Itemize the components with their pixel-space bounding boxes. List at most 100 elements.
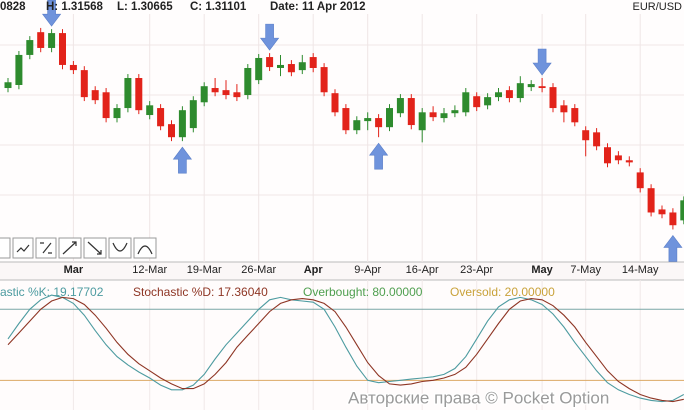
symbol: EUR/USD (632, 1, 682, 13)
candle-body (287, 64, 295, 73)
candle-body (189, 100, 197, 129)
tool-button[interactable] (108, 237, 132, 259)
candle-body (429, 112, 437, 118)
candle-body (124, 78, 132, 109)
x-tick-label: 23-Apr (460, 264, 493, 276)
price-grid (0, 44, 684, 196)
candle-body (244, 67, 252, 96)
candle-body (462, 92, 470, 113)
candle-body (277, 64, 284, 68)
candle-body (80, 70, 88, 98)
tool-button[interactable] (35, 237, 57, 259)
candle-body (680, 200, 684, 221)
tool-icon (40, 242, 52, 254)
signal-arrow (532, 48, 552, 76)
header-date: Date: 11 Apr 2012 (270, 1, 365, 13)
candle-body (625, 160, 633, 163)
tool-icon (16, 244, 30, 253)
candle-body (102, 92, 110, 119)
tool-button[interactable] (133, 237, 157, 259)
candle-body (113, 108, 121, 119)
candle-body (473, 96, 481, 108)
legend-entry: Overbought: 80.00000 (303, 285, 423, 299)
candle-body (604, 147, 611, 164)
tool-icon (112, 242, 128, 252)
watermark: Авторские права © Pocket Option (348, 388, 609, 407)
candle-body (48, 33, 56, 48)
signal-arrow (172, 146, 192, 174)
stochastic-line (7, 294, 684, 403)
tool-button[interactable] (12, 237, 34, 259)
candle-body (538, 86, 546, 89)
candle-body (669, 212, 677, 226)
candle-body (298, 62, 306, 71)
toolbar (0, 237, 157, 259)
candle-body (593, 132, 601, 147)
candle-body (364, 118, 372, 122)
x-tick-label: Mar (64, 264, 84, 276)
legend-entry: astic %K: 19.17702 (0, 285, 104, 299)
x-tick-label: 26-Mar (241, 264, 276, 276)
candle-body (200, 86, 208, 103)
candle-body (375, 118, 383, 128)
candle-body (69, 64, 77, 71)
candle-body (451, 110, 459, 114)
x-tick-label: May (531, 264, 553, 276)
candle-body (396, 98, 404, 114)
candle-body (527, 84, 535, 88)
tool-icon (87, 241, 102, 255)
candle-body (4, 82, 12, 89)
candle-body (320, 67, 328, 93)
tool-button[interactable] (0, 237, 11, 259)
header-open: 0828 (0, 1, 26, 13)
x-tick-label: 16-Apr (406, 264, 439, 276)
candle-body (15, 54, 23, 85)
x-tick-label: 9-Apr (354, 264, 381, 276)
candle-body (353, 120, 361, 131)
x-tick-label: 7-May (570, 264, 601, 276)
candle-body (91, 90, 99, 101)
candle-body (386, 108, 393, 128)
candle-body (658, 209, 666, 215)
candle-body (614, 155, 622, 161)
date-axis (0, 262, 684, 280)
candle-body (636, 172, 644, 189)
x-tick-label: 19-Mar (187, 264, 222, 276)
candle-body (233, 92, 241, 98)
candle-body (495, 92, 502, 98)
x-tick-label: 14-May (622, 264, 659, 276)
legend-entry: Oversold: 20.00000 (450, 285, 555, 299)
candle-body (309, 57, 317, 68)
x-tick-label: 12-Mar (132, 264, 167, 276)
price-panel (0, 0, 684, 262)
stochastic-line (7, 296, 684, 403)
candle-body (342, 108, 350, 131)
candle-body (26, 40, 34, 55)
candle-body (571, 108, 579, 123)
candle-body (440, 113, 448, 119)
tool-icon (137, 245, 153, 255)
candle-body (222, 90, 230, 96)
candle-body (211, 88, 219, 93)
signal-arrow (42, 0, 62, 27)
candle-body (146, 105, 154, 116)
candle-body (266, 57, 274, 68)
signal-arrow (369, 142, 389, 170)
candle-body (505, 90, 513, 99)
candle-body (560, 105, 568, 113)
candle-body (135, 78, 143, 111)
candle-body (331, 93, 339, 113)
candle-body (549, 87, 557, 109)
candle-body (178, 110, 186, 138)
header-high: H: 1.31568 (46, 1, 104, 13)
legend-entry: Stochastic %D: 17.36040 (133, 285, 268, 299)
signal-arrow (663, 234, 683, 262)
candle-body (37, 32, 45, 48)
candle-body (407, 98, 415, 126)
candle-body (59, 33, 66, 65)
candle-body (516, 83, 524, 99)
x-tick-label: Apr (304, 264, 324, 276)
